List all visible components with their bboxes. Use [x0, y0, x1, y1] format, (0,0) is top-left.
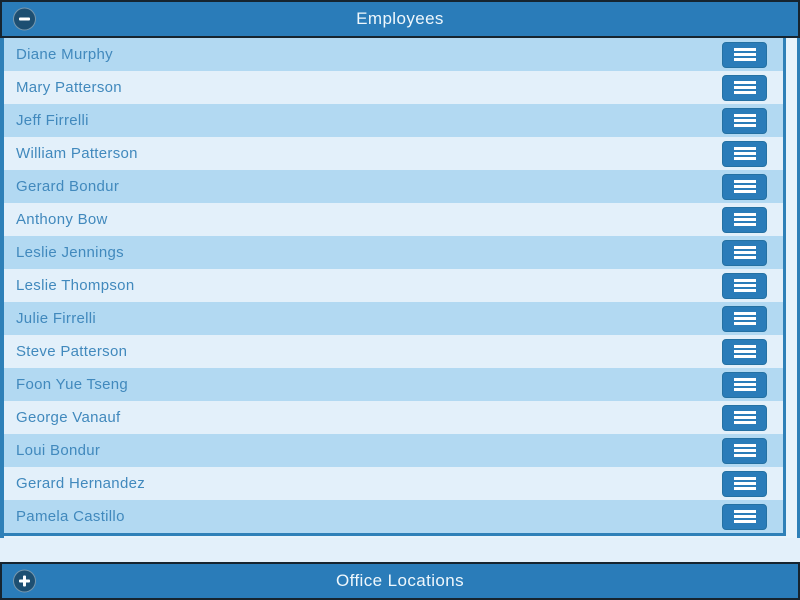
hamburger-icon: [733, 345, 756, 358]
employee-name: Leslie Jennings: [16, 244, 124, 261]
employee-row[interactable]: Steve Patterson: [4, 335, 783, 368]
row-menu-button[interactable]: [722, 239, 767, 266]
employees-header[interactable]: Employees: [0, 0, 800, 38]
row-menu-button[interactable]: [722, 404, 767, 431]
office-locations-header[interactable]: Office Locations: [0, 562, 800, 600]
row-menu-button[interactable]: [722, 437, 767, 464]
plus-icon[interactable]: [13, 569, 36, 593]
hamburger-icon: [733, 378, 756, 391]
employee-name: George Vanauf: [16, 409, 121, 426]
row-menu-button[interactable]: [722, 272, 767, 299]
office-locations-title: Office Locations: [336, 571, 464, 590]
employee-name: Foon Yue Tseng: [16, 376, 129, 393]
employee-row[interactable]: Gerard Hernandez: [4, 467, 783, 500]
row-menu-button[interactable]: [722, 470, 767, 497]
hamburger-icon: [733, 213, 756, 226]
employee-name: Jeff Firrelli: [16, 112, 89, 129]
employees-title: Employees: [356, 9, 444, 28]
row-menu-button[interactable]: [722, 206, 767, 233]
employee-row[interactable]: Pamela Castillo: [4, 500, 783, 533]
hamburger-icon: [733, 411, 756, 424]
employee-name: Mary Patterson: [16, 79, 122, 96]
employees-content: Diane Murphy Mary Patterson Jeff Firrelli W…: [0, 38, 800, 538]
employee-name: Loui Bondur: [16, 442, 101, 459]
employee-row[interactable]: Leslie Jennings: [4, 236, 783, 269]
row-menu-button[interactable]: [722, 173, 767, 200]
minus-icon[interactable]: [13, 7, 36, 31]
hamburger-icon: [733, 246, 756, 259]
row-menu-button[interactable]: [722, 107, 767, 134]
row-menu-button[interactable]: [722, 338, 767, 365]
hamburger-icon: [733, 444, 756, 457]
employee-row[interactable]: Leslie Thompson: [4, 269, 783, 302]
employee-name: Anthony Bow: [16, 211, 108, 228]
employee-list: Diane Murphy Mary Patterson Jeff Firrelli W…: [4, 38, 786, 536]
employee-name: Gerard Bondur: [16, 178, 120, 195]
employee-row[interactable]: Diane Murphy: [4, 38, 783, 71]
hamburger-icon: [733, 510, 756, 523]
hamburger-icon: [733, 81, 756, 94]
employee-row[interactable]: Mary Patterson: [4, 71, 783, 104]
row-menu-button[interactable]: [722, 371, 767, 398]
employee-row[interactable]: Foon Yue Tseng: [4, 368, 783, 401]
employee-row[interactable]: Anthony Bow: [4, 203, 783, 236]
row-menu-button[interactable]: [722, 140, 767, 167]
employee-name: Pamela Castillo: [16, 508, 125, 525]
employee-row[interactable]: Julie Firrelli: [4, 302, 783, 335]
employee-name: William Patterson: [16, 145, 138, 162]
employee-row[interactable]: Gerard Bondur: [4, 170, 783, 203]
employee-row[interactable]: Jeff Firrelli: [4, 104, 783, 137]
hamburger-icon: [733, 312, 756, 325]
row-menu-button[interactable]: [722, 74, 767, 101]
employee-name: Julie Firrelli: [16, 310, 97, 327]
hamburger-icon: [733, 180, 756, 193]
employee-name: Diane Murphy: [16, 46, 113, 63]
hamburger-icon: [733, 114, 756, 127]
employee-row[interactable]: George Vanauf: [4, 401, 783, 434]
hamburger-icon: [733, 477, 756, 490]
employee-name: Steve Patterson: [16, 343, 128, 360]
employee-row[interactable]: William Patterson: [4, 137, 783, 170]
hamburger-icon: [733, 48, 756, 61]
employee-row[interactable]: Loui Bondur: [4, 434, 783, 467]
row-menu-button[interactable]: [722, 41, 767, 68]
hamburger-icon: [733, 147, 756, 160]
employee-name: Leslie Thompson: [16, 277, 135, 294]
row-menu-button[interactable]: [722, 503, 767, 530]
hamburger-icon: [733, 279, 756, 292]
row-menu-button[interactable]: [722, 305, 767, 332]
employee-name: Gerard Hernandez: [16, 475, 146, 492]
